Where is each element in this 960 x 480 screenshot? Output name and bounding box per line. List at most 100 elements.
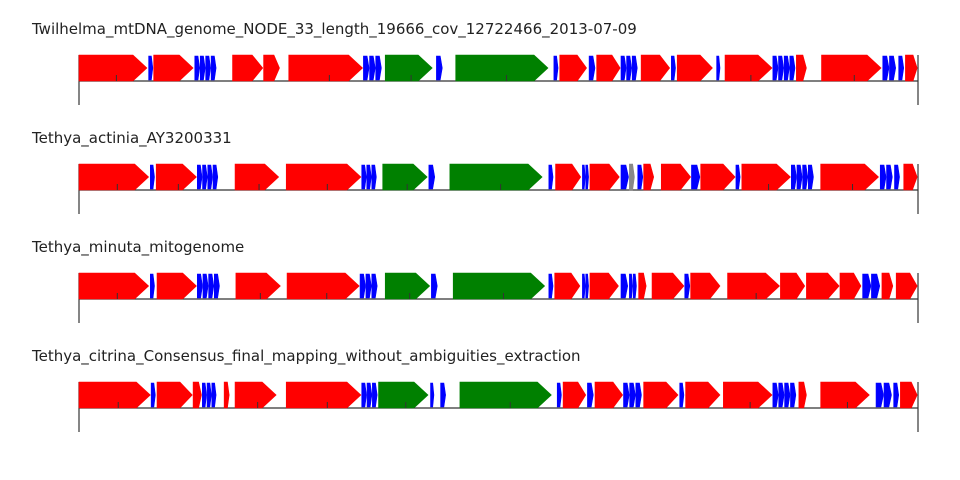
trna-feature <box>789 55 796 81</box>
trna-feature <box>629 382 636 408</box>
protein-feature <box>900 381 918 409</box>
trna-feature <box>679 382 685 408</box>
trna-feature <box>202 273 209 299</box>
rrna-feature <box>378 381 429 409</box>
trna-feature <box>365 273 372 299</box>
protein-feature <box>643 163 655 191</box>
trna-feature <box>213 273 220 299</box>
protein-feature <box>651 272 685 300</box>
protein-feature <box>78 381 151 409</box>
rrna-feature <box>449 163 543 191</box>
protein-feature <box>643 381 679 409</box>
trna-feature <box>553 55 559 81</box>
trna-feature <box>150 273 155 299</box>
protein-feature <box>724 54 773 82</box>
trna-feature <box>691 164 701 190</box>
trna-feature <box>802 164 809 190</box>
trna-feature <box>684 273 691 299</box>
trna-feature <box>889 55 896 81</box>
trna-feature <box>202 382 207 408</box>
protein-feature <box>156 272 197 300</box>
trna-feature <box>361 164 367 190</box>
trna-feature <box>882 55 890 81</box>
trna-feature <box>871 273 881 299</box>
trna-feature <box>431 273 438 299</box>
trna-feature <box>199 55 206 81</box>
protein-feature <box>820 163 880 191</box>
rrna-feature <box>455 54 549 82</box>
trna-feature <box>440 382 446 408</box>
trna-feature <box>148 55 154 81</box>
protein-feature <box>903 163 918 191</box>
protein-feature <box>589 272 619 300</box>
trna-feature <box>886 164 893 190</box>
protein-feature <box>78 163 150 191</box>
trna-feature <box>208 273 215 299</box>
protein-feature <box>559 54 587 82</box>
rrna-feature <box>382 163 428 191</box>
protein-feature <box>685 381 721 409</box>
trna-feature <box>784 382 791 408</box>
protein-feature <box>562 381 587 409</box>
protein-feature <box>589 163 620 191</box>
trna-feature <box>587 382 594 408</box>
trna-feature <box>369 55 376 81</box>
trna-feature <box>210 55 217 81</box>
trna-feature <box>582 164 586 190</box>
protein-feature <box>554 272 581 300</box>
trna-feature <box>783 55 790 81</box>
protein-feature <box>820 381 870 409</box>
protein-feature <box>555 163 582 191</box>
trna-feature <box>361 382 367 408</box>
trna-feature <box>620 164 629 190</box>
protein-feature <box>234 381 277 409</box>
trna-feature <box>898 55 905 81</box>
trna-feature <box>205 55 211 81</box>
protein-feature <box>594 381 624 409</box>
trna-feature <box>196 164 203 190</box>
protein-feature <box>895 272 918 300</box>
protein-feature <box>821 54 882 82</box>
trna-feature <box>585 273 589 299</box>
protein-feature <box>155 163 197 191</box>
protein-feature <box>286 272 360 300</box>
trna-feature <box>772 382 779 408</box>
protein-feature <box>285 381 362 409</box>
trna-feature <box>436 55 443 81</box>
trna-feature <box>430 382 435 408</box>
trna-feature <box>548 164 554 190</box>
protein-feature <box>796 54 807 82</box>
protein-feature <box>660 163 692 191</box>
track-title: Tethya_actinia_AY3200331 <box>32 129 232 147</box>
trna-feature <box>626 55 632 81</box>
trna-feature <box>671 55 676 81</box>
trna-feature <box>629 273 633 299</box>
protein-feature <box>234 163 280 191</box>
trna-feature <box>808 164 814 190</box>
protein-feature <box>288 54 364 82</box>
protein-feature <box>839 272 862 300</box>
trna-feature <box>637 164 644 190</box>
trna-feature <box>371 164 377 190</box>
rrna-feature <box>452 272 546 300</box>
trna-feature <box>790 382 797 408</box>
trna-feature <box>196 273 203 299</box>
trna-feature <box>150 164 155 190</box>
trna-feature <box>372 382 378 408</box>
rrna-feature <box>384 54 433 82</box>
other-feature <box>629 163 635 191</box>
protein-feature <box>723 381 773 409</box>
trna-feature <box>883 382 892 408</box>
trna-feature <box>363 55 370 81</box>
trna-feature <box>893 382 900 408</box>
trna-feature <box>778 382 785 408</box>
trna-feature <box>428 164 436 190</box>
trna-feature <box>791 164 797 190</box>
trna-feature <box>359 273 366 299</box>
trna-feature <box>631 55 638 81</box>
protein-feature <box>78 54 148 82</box>
trna-feature <box>556 382 562 408</box>
trna-feature <box>202 164 208 190</box>
trna-feature <box>548 273 554 299</box>
track-title: Tethya_citrina_Consensus_final_mapping_w… <box>32 347 581 365</box>
